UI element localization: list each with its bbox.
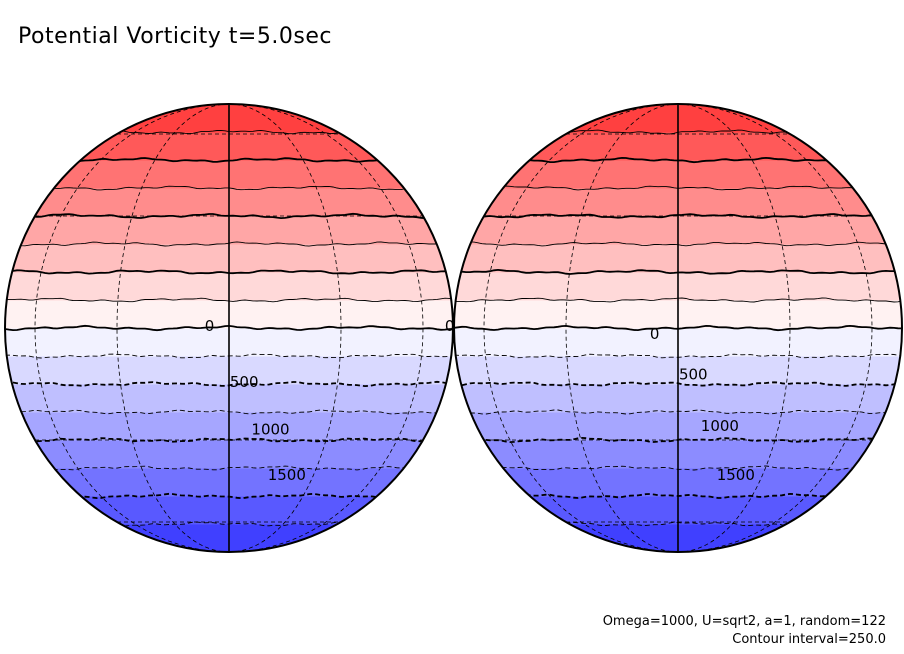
globe-right: 0 500 1000 1500 (453, 103, 903, 553)
contour-label: 1500 (268, 466, 306, 484)
chart-title: Potential Vorticity t=5.0sec (18, 24, 332, 49)
contour-label: 0 (445, 317, 455, 335)
meridian-line (228, 104, 424, 552)
contour-interval-annotation: Contour interval=250.0 (732, 632, 886, 647)
globe-left: 0 0 500 1000 1500 (4, 103, 455, 553)
contour-label: 500 (230, 373, 259, 391)
contour-label: 500 (679, 366, 708, 384)
contour-label: 1000 (251, 421, 289, 439)
contour-label: 0 (650, 325, 660, 343)
meridian-line (677, 104, 873, 552)
meridian-line (34, 104, 230, 552)
meridian-line (483, 104, 679, 552)
globe-outline (453, 103, 903, 553)
parameters-annotation: Omega=1000, U=sqrt2, a=1, random=122 (602, 614, 886, 629)
contour-label: 1500 (717, 466, 755, 484)
contour-label: 0 (205, 317, 215, 335)
contour-label: 1000 (701, 417, 739, 435)
